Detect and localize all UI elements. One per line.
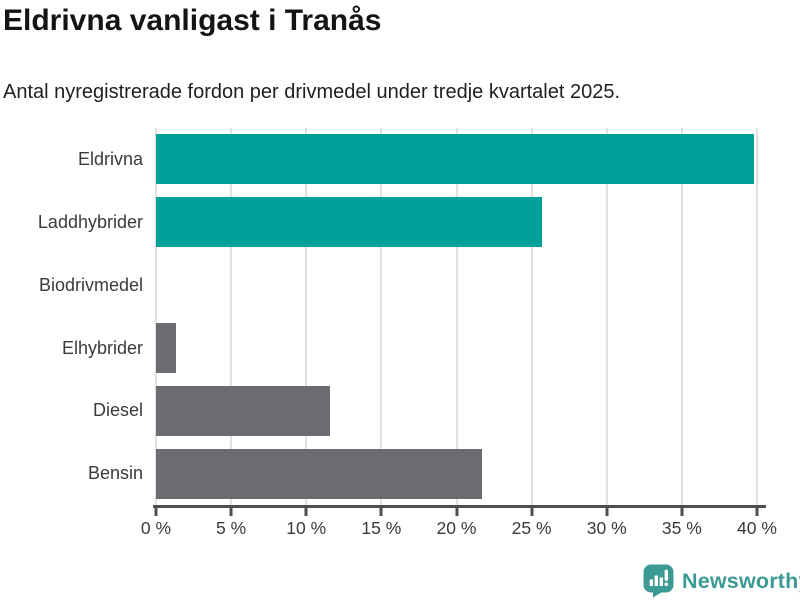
x-tick-mark-20 [455, 508, 458, 516]
plot-area [155, 128, 758, 505]
x-tick-label-30: 30 % [586, 518, 627, 538]
gridline-30 [605, 128, 608, 505]
x-tick-label-5: 5 % [216, 518, 247, 538]
gridline-10 [305, 128, 308, 505]
x-tick-mark-0 [154, 508, 158, 516]
x-tick-label-0: 0 % [140, 518, 172, 538]
gridline-15 [380, 128, 383, 505]
category-labels: Eldrivna Laddhybrider Biodrivmedel Elhybrid… [0, 128, 143, 505]
brand-name: Newsworthy [682, 568, 800, 593]
x-tick-mark-5 [229, 508, 233, 516]
bar-laddhybrider [156, 197, 543, 248]
category-label-bensin: Bensin [87, 463, 143, 484]
category-label-laddhybrider: Laddhybrider [37, 211, 143, 232]
bar-eldrivna [156, 134, 754, 185]
x-tick-label-15: 15 % [361, 518, 402, 538]
x-tick-label-25: 25 % [511, 518, 552, 538]
gridline-20 [455, 128, 458, 505]
x-tick-mark-40 [755, 508, 759, 516]
category-label-eldrivna: Eldrivna [77, 149, 143, 169]
x-axis-line [153, 505, 766, 508]
newsworthy-logo-icon [643, 564, 674, 598]
gridline-5 [230, 128, 233, 505]
gridline-40 [756, 128, 758, 505]
category-label-diesel: Diesel [92, 400, 143, 421]
x-tick-label-35: 35 % [661, 518, 702, 538]
x-tick-mark-35 [680, 508, 684, 516]
bar-bensin [156, 448, 483, 499]
x-tick-mark-25 [530, 508, 534, 516]
bar-elhybrider [156, 322, 176, 373]
chart-subtitle: Antal nyregistrerade fordon per drivmede… [3, 81, 621, 103]
bar-diesel [156, 385, 331, 436]
x-tick-label-20: 20 % [436, 518, 477, 538]
brand-footer: Newsworthy [643, 564, 800, 598]
category-label-biodrivmedel: Biodrivmedel [38, 274, 143, 295]
gridline-25 [530, 128, 533, 505]
x-tick-mark-30 [605, 508, 609, 516]
x-tick-mark-15 [379, 508, 383, 516]
gridline-35 [680, 128, 683, 505]
x-tick-label-10: 10 % [286, 518, 327, 538]
category-label-elhybrider: Elhybrider [61, 337, 143, 358]
x-tick-mark-10 [304, 508, 308, 516]
gridline-0 [155, 128, 157, 505]
chart-title: Eldrivna vanligast i Tranås [3, 4, 382, 37]
x-tick-label-40: 40 % [737, 518, 777, 538]
